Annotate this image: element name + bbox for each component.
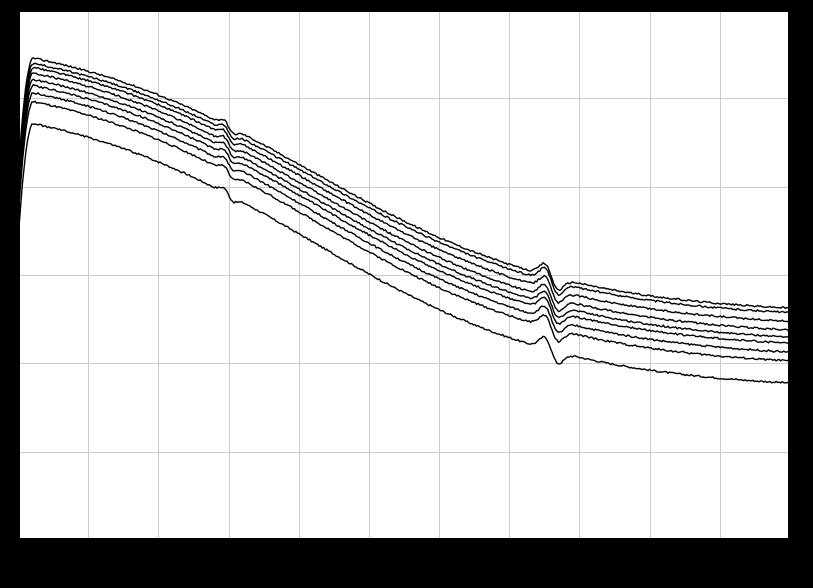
chart-svg — [0, 0, 813, 588]
series-line — [18, 85, 790, 344]
series-line — [18, 63, 790, 313]
series-line — [18, 67, 790, 322]
series-line — [18, 101, 790, 361]
